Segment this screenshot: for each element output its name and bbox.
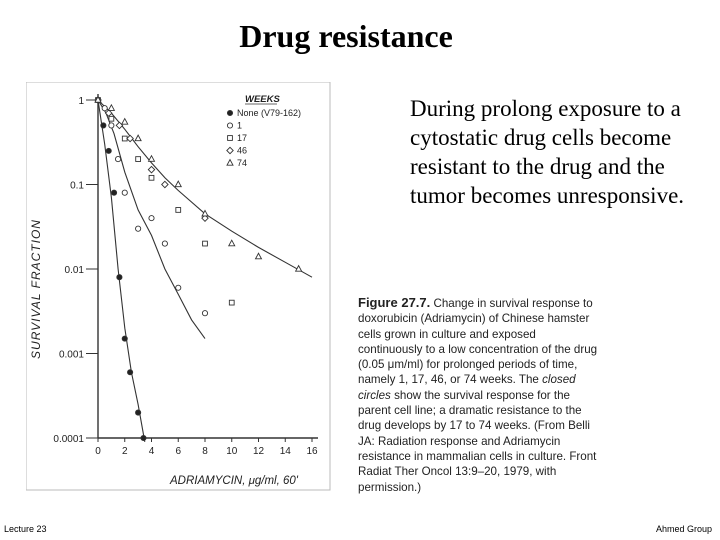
x-tick-label: 14 [280,446,292,457]
y-tick-label: 0.01 [65,265,85,276]
x-tick-label: 12 [253,446,265,457]
legend-marker-open-diamond [226,146,234,155]
data-point-open-circle [115,156,122,163]
data-point-filled-circle [111,189,118,196]
data-point-open-diamond [201,214,209,222]
legend-marker-open-triangle [226,158,234,166]
data-point-open-square [108,115,115,122]
data-point-open-circle [108,122,115,129]
figure-caption: Figure 27.7. Change in survival response… [358,295,598,495]
data-point-open-square [175,207,182,213]
data-point-filled-circle [105,147,112,154]
data-point-open-triangle [120,117,129,125]
data-point-open-diamond [126,134,134,143]
data-point-filled-circle [127,369,134,376]
data-point-open-circle [121,189,128,196]
x-tick-label: 10 [226,446,238,457]
legend-marker-filled-circle [226,109,234,117]
y-tick-label: 0.1 [70,181,84,192]
x-tick-label: 2 [122,446,128,457]
data-point-filled-circle [116,274,123,281]
x-tick-label: 8 [202,446,208,457]
legend-label: 46 [237,146,247,156]
y-tick-label: 1 [78,96,84,107]
legend-label: 1 [237,121,242,131]
x-tick-label: 6 [175,446,181,457]
data-point-open-triangle [174,180,183,188]
data-point-open-diamond [147,165,156,174]
data-point-open-triangle [201,209,209,217]
y-axis-label: SURVIVAL FRACTION [29,219,43,359]
data-point-open-square [202,240,208,247]
data-point-open-triangle [294,264,303,272]
data-point-open-circle [175,284,182,291]
data-point-open-circle [101,105,108,112]
data-point-open-diamond [104,109,113,117]
legend-label: 17 [237,133,247,143]
slide-title: Drug resistance [239,18,453,54]
chart-frame [26,82,331,491]
data-point-open-diamond [161,180,169,189]
data-point-open-square [148,174,155,181]
data-point-open-triangle [134,134,142,142]
data-point-filled-circle [100,122,107,129]
data-point-open-triangle [94,95,102,103]
x-tick-label: 16 [306,446,318,457]
data-point-open-circle [135,225,142,232]
curve-open-triangle [97,99,313,278]
legend-title: WEEKS [245,94,281,105]
figure-label: Figure 27.7. [358,295,431,310]
data-point-open-square [228,299,235,306]
curve-filled-circle [97,99,146,442]
data-point-open-triangle [254,252,263,260]
data-point-open-triangle [147,154,156,162]
caption-emphasis: closed circles [358,373,576,402]
data-point-filled-circle [140,434,147,442]
data-point-open-triangle [107,103,116,111]
data-point-filled-circle [135,409,142,416]
caption-text-a: Change in survival response to doxorubic… [358,297,598,387]
legend-marker-open-circle [226,122,234,129]
y-tick-label: 0.001 [59,350,84,361]
data-point-open-circle [201,310,209,317]
legend-label: None (V79-162) [237,108,301,118]
data-point-open-triangle [227,239,236,247]
x-tick-label: 0 [95,446,101,457]
legend-marker-open-square [227,135,233,141]
slide-body-text: During prolong exposure to a cytostatic … [410,96,685,208]
data-point-open-square [135,156,141,162]
data-point-open-diamond [115,121,124,130]
data-point-open-circle [148,215,155,222]
legend-label: 74 [237,158,247,168]
data-point-open-circle [161,240,168,247]
footer-lecture: Lecture 23 [4,524,47,534]
y-tick-label: 0.0001 [53,434,84,445]
data-point-filled-circle [121,335,128,342]
x-axis-label: ADRIAMYCIN, μg/ml, 60' [169,475,299,487]
x-tick-label: 4 [149,446,155,457]
caption-text-b: show the survival response for the paren… [358,388,597,494]
footer-author: Ahmed Group [655,524,712,534]
